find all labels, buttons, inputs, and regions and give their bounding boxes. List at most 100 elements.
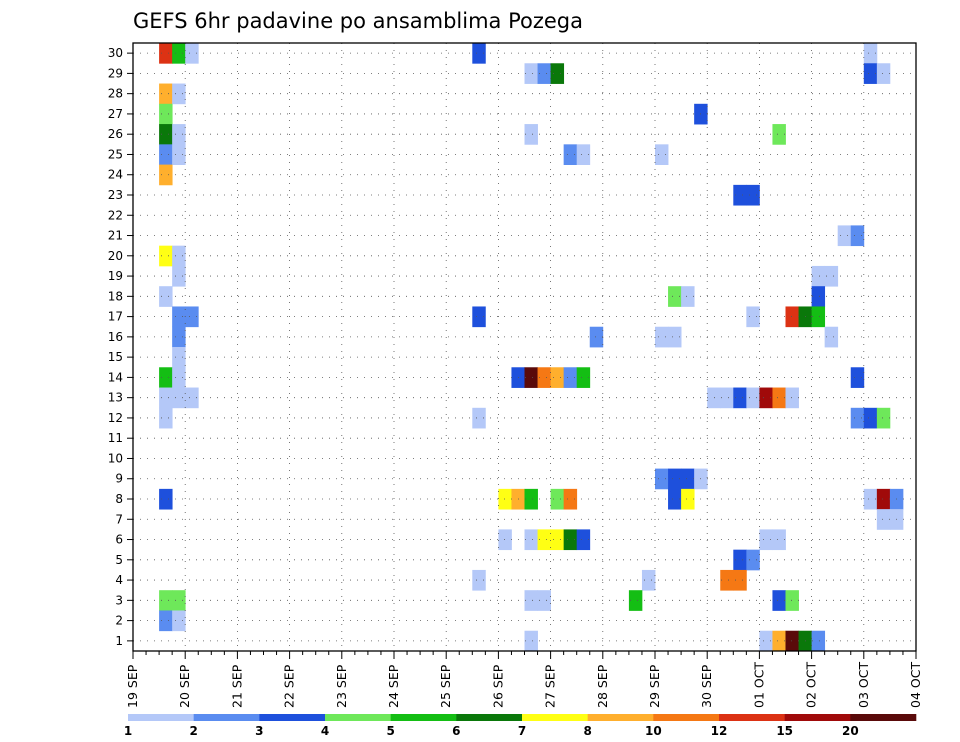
precip-cell xyxy=(863,63,878,84)
colorbar-label: 4 xyxy=(321,724,329,738)
precip-cell xyxy=(172,367,186,388)
y-tick-label: 8 xyxy=(115,492,123,506)
x-tick-label: 20 SEP xyxy=(177,664,192,708)
y-tick-label: 2 xyxy=(115,614,123,628)
x-tick-label: 26 SEP xyxy=(490,664,505,708)
y-tick-label: 21 xyxy=(108,229,123,243)
precip-cell xyxy=(550,488,565,510)
precip-cell xyxy=(733,569,747,591)
precip-cell xyxy=(850,225,865,247)
colorbar-label: 5 xyxy=(386,724,394,738)
precip-cell xyxy=(498,488,512,510)
y-tick-label: 17 xyxy=(108,310,123,324)
y-tick-label: 7 xyxy=(115,512,123,526)
precip-cell xyxy=(576,529,591,551)
precip-cell xyxy=(537,529,551,551)
precip-cell xyxy=(159,407,173,429)
precip-cell xyxy=(524,590,538,611)
colorbar-swatch xyxy=(587,714,654,721)
precip-cell xyxy=(863,407,878,429)
precip-cell xyxy=(498,529,512,551)
colorbar-swatch xyxy=(719,714,785,721)
precip-cell xyxy=(720,387,734,409)
precip-cell xyxy=(668,468,682,490)
x-tick-label: 30 SEP xyxy=(699,664,714,708)
precip-cell xyxy=(159,590,173,611)
precip-cell xyxy=(524,367,538,388)
y-tick-label: 1 xyxy=(115,634,123,648)
y-tick-label: 18 xyxy=(108,289,123,303)
colorbar-label: 15 xyxy=(776,724,793,738)
y-tick-label: 28 xyxy=(108,87,123,101)
precip-cell xyxy=(472,43,486,64)
y-tick-label: 13 xyxy=(108,391,123,405)
precip-cell xyxy=(537,590,551,611)
precip-cell xyxy=(876,488,891,510)
precip-cell xyxy=(159,103,173,125)
colorbar-swatch xyxy=(390,714,457,721)
precip-cell xyxy=(785,387,799,409)
y-tick-label: 11 xyxy=(108,431,123,445)
cells-layer xyxy=(159,43,904,652)
colorbar-label: 8 xyxy=(583,724,591,738)
precip-cell xyxy=(185,387,199,409)
precip-cell xyxy=(472,407,486,429)
x-tick-label: 03 OCT xyxy=(856,662,871,708)
precip-cell xyxy=(811,306,826,328)
y-tick-label: 29 xyxy=(108,66,123,80)
precip-cell xyxy=(576,367,591,388)
colorbar-swatch xyxy=(259,714,326,721)
precip-cell xyxy=(811,286,826,307)
colorbar-swatch xyxy=(850,714,917,721)
precip-cell xyxy=(550,367,565,388)
precip-cell xyxy=(159,124,173,145)
precip-cell xyxy=(589,326,604,348)
precip-cell xyxy=(172,144,186,165)
precip-cell xyxy=(172,124,186,145)
precip-cell xyxy=(772,124,786,145)
y-tick-label: 22 xyxy=(108,208,123,222)
precip-cell xyxy=(681,286,695,307)
precip-cell xyxy=(472,306,486,328)
precip-cell xyxy=(524,488,538,510)
y-tick-label: 6 xyxy=(115,533,123,547)
y-tick-label: 20 xyxy=(108,249,123,263)
precip-cell xyxy=(159,610,173,632)
x-tick-label: 19 SEP xyxy=(125,664,140,708)
y-tick-label: 16 xyxy=(108,330,123,344)
y-tick-label: 5 xyxy=(115,553,123,567)
precip-cell xyxy=(628,590,643,611)
precip-cell xyxy=(563,144,578,165)
precip-cell xyxy=(159,245,173,267)
precip-cell xyxy=(759,529,773,551)
precip-cell xyxy=(733,387,747,409)
y-tick-label: 3 xyxy=(115,593,123,607)
y-tick-label: 4 xyxy=(115,573,123,587)
y-tick-label: 30 xyxy=(108,46,123,60)
precip-cell xyxy=(876,509,891,530)
colorbar-label: 7 xyxy=(518,724,526,738)
precip-cell xyxy=(746,387,760,409)
y-tick-label: 25 xyxy=(108,147,123,161)
precip-cell xyxy=(524,529,538,551)
x-tick-label: 01 OCT xyxy=(751,662,766,708)
precip-cell xyxy=(668,286,682,307)
colorbar-label: 6 xyxy=(452,724,460,738)
colorbar-swatch xyxy=(128,714,194,721)
colorbar-label: 20 xyxy=(842,724,859,738)
colorbar-swatch xyxy=(522,714,588,721)
colorbar-swatch xyxy=(784,714,851,721)
precip-cell xyxy=(863,43,878,64)
colorbar-label: 2 xyxy=(189,724,197,738)
precip-cell xyxy=(850,407,865,429)
x-tick-label: 02 OCT xyxy=(804,662,819,708)
precip-cell xyxy=(172,347,186,368)
x-tick-label: 21 SEP xyxy=(229,664,244,708)
precip-cell xyxy=(772,387,786,409)
precip-cell xyxy=(733,549,747,571)
precip-cell xyxy=(159,43,173,64)
precip-cell xyxy=(746,184,760,206)
colorbar-swatch xyxy=(193,714,260,721)
y-tick-label: 23 xyxy=(108,188,123,202)
